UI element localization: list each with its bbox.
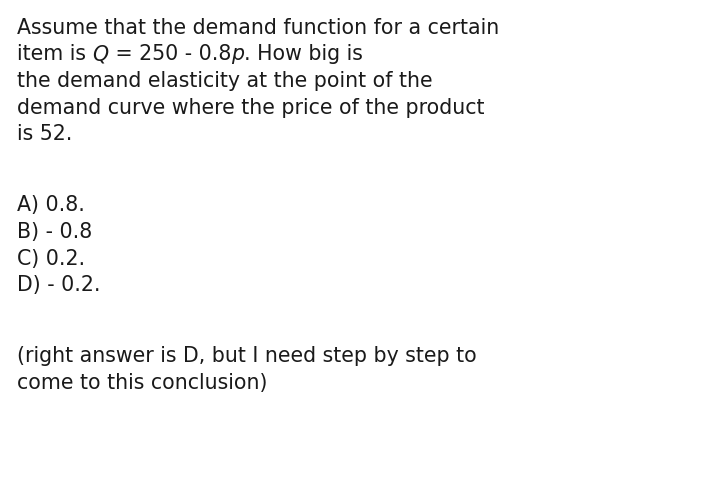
Text: = 250 - 0.8: = 250 - 0.8	[109, 44, 231, 64]
Text: is 52.: is 52.	[17, 124, 72, 144]
Text: . How big is: . How big is	[244, 44, 363, 64]
Text: D) - 0.2.: D) - 0.2.	[17, 275, 100, 295]
Text: come to this conclusion): come to this conclusion)	[17, 373, 268, 393]
Text: Assume that the demand function for a certain: Assume that the demand function for a ce…	[17, 18, 499, 38]
Text: the demand elasticity at the point of the: the demand elasticity at the point of th…	[17, 71, 433, 91]
Text: demand curve where the price of the product: demand curve where the price of the prod…	[17, 97, 484, 118]
Text: (right answer is D, but I need step by step to: (right answer is D, but I need step by s…	[17, 346, 477, 367]
Text: item is: item is	[17, 44, 93, 64]
Text: A) 0.8.: A) 0.8.	[17, 195, 85, 215]
Text: C) 0.2.: C) 0.2.	[17, 248, 85, 269]
Text: p: p	[231, 44, 244, 64]
Text: Q: Q	[93, 44, 109, 64]
Text: B) - 0.8: B) - 0.8	[17, 222, 93, 242]
